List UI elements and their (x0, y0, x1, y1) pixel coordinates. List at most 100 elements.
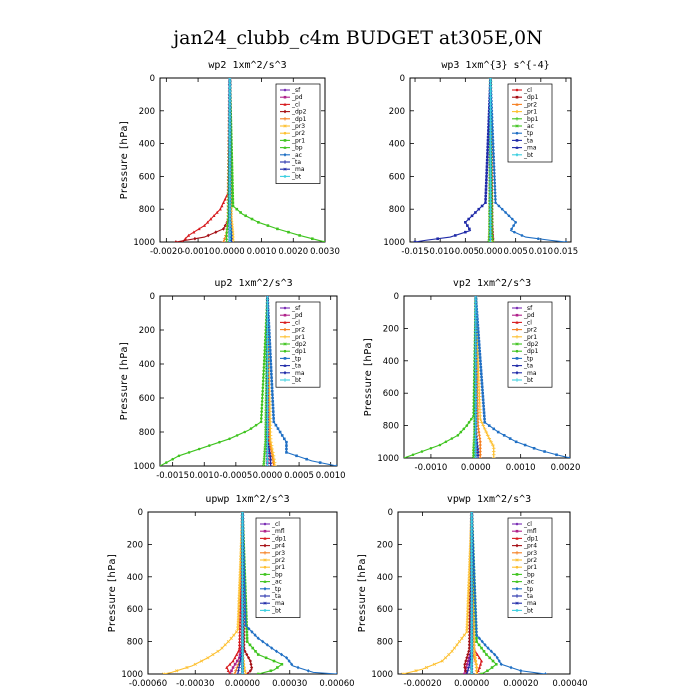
series-marker-bt (488, 79, 493, 84)
series-marker-bp (480, 672, 483, 674)
series-marker-mfl (465, 662, 469, 666)
series-marker-pr2 (432, 662, 436, 666)
series-marker-dp1 (411, 453, 415, 457)
series-marker-dp1 (249, 427, 253, 430)
legend-label: _tp (523, 355, 533, 362)
series-marker-pr2 (236, 623, 240, 627)
series-marker-tp (532, 446, 536, 450)
series-marker-bt (488, 174, 493, 179)
series-marker-tp (474, 607, 478, 612)
series-marker-tp (514, 440, 518, 444)
series-marker-bt (470, 620, 474, 624)
plot-frame (159, 295, 338, 467)
series-marker-bt (265, 345, 270, 349)
series-marker-tp (296, 665, 300, 670)
series-marker-bt (470, 512, 474, 514)
series-marker-dp1 (171, 457, 174, 461)
series-marker-tp (493, 171, 496, 175)
legend-label: _pr1 (291, 137, 305, 144)
series-marker-pr1 (477, 378, 481, 383)
series-marker-bt (228, 102, 232, 106)
series-marker-ta (467, 217, 470, 221)
series-marker-bp (269, 669, 273, 673)
series-marker-bt (265, 296, 270, 298)
series-marker-bt (488, 177, 493, 182)
series-marker-pr1 (230, 161, 234, 165)
legend-label: _ta (291, 159, 301, 166)
series-marker-pr1 (477, 384, 481, 389)
series-marker-bt (473, 303, 478, 308)
series-marker-tp (243, 600, 247, 605)
series-marker-pr1 (271, 450, 275, 455)
series-marker-pr4 (467, 636, 472, 641)
legend-marker (263, 543, 267, 548)
series-marker-cl (186, 233, 191, 237)
series-marker-bt (228, 152, 232, 155)
y-tick-label: 0 (138, 508, 143, 518)
series-marker-bt (228, 194, 232, 198)
series-marker-bt (488, 145, 493, 149)
x-tick-label: 0.0010 (316, 471, 346, 481)
series-marker-bt (470, 624, 474, 627)
x-tick-label: 0.0020 (551, 463, 581, 473)
series-marker-dp1 (444, 440, 448, 444)
series-marker-pr2 (414, 669, 418, 673)
series-marker-bt (470, 614, 474, 617)
series-marker-bt (228, 191, 232, 195)
legend-label: _bt (523, 152, 534, 159)
series-marker-pr1 (472, 640, 476, 643)
series-marker-bt (470, 591, 474, 595)
series-marker-bt (228, 93, 232, 96)
series-marker-dp1 (261, 379, 265, 383)
legend-marker (283, 124, 287, 128)
series-marker-bt (470, 656, 474, 660)
series-marker-tp (270, 376, 273, 379)
x-tick-label: 0.000 (478, 247, 502, 257)
series-marker-ta (485, 165, 489, 168)
series-marker-ta (484, 194, 488, 198)
series-marker-tp (265, 643, 269, 647)
series-marker-tp (285, 447, 288, 451)
series-marker-tp (243, 584, 247, 589)
series-marker-bt (488, 105, 493, 110)
legend-marker (283, 145, 287, 149)
series-marker-pr4 (467, 649, 471, 654)
series-marker-bt (470, 523, 474, 527)
series-marker-bt (488, 122, 493, 126)
panel-title: wp2 1xm^2/s^3 (208, 60, 286, 71)
series-marker-bt (228, 168, 232, 172)
series-marker-pr2 (450, 649, 454, 653)
series-marker-bt (488, 217, 493, 221)
series-marker-pr1 (477, 401, 482, 405)
series-marker-tp (269, 352, 272, 356)
series-marker-pr1 (478, 410, 482, 415)
legend-label: _sf (523, 305, 533, 312)
series-marker-bt (473, 394, 478, 399)
legend-marker (263, 536, 267, 540)
series-marker-bt (265, 372, 270, 377)
y-tick-label: 1000 (383, 238, 405, 248)
series-marker-tp (536, 237, 540, 241)
series-marker-pr1 (244, 672, 247, 674)
legend-label: _dp1 (291, 116, 307, 123)
series-marker-tp (478, 346, 481, 350)
legend-label: _tp (523, 586, 533, 593)
series-marker-bt (473, 371, 478, 376)
series-marker-bt (488, 151, 493, 156)
series-marker-bt (488, 95, 493, 100)
series-marker-pr4 (464, 668, 468, 673)
series-marker-tp (480, 375, 483, 379)
series-marker-bt (265, 331, 270, 336)
series-marker-tp (269, 362, 273, 366)
series-marker-dp1 (438, 443, 442, 447)
series-marker-pr1 (243, 666, 246, 669)
series-marker-bp (245, 633, 249, 637)
series-marker-bt (470, 653, 474, 656)
series-marker-pr2 (443, 656, 448, 660)
series-marker-bt (470, 572, 474, 575)
series-marker-bt (241, 656, 244, 660)
series-marker-ta (485, 175, 488, 178)
series-marker-bt (228, 135, 232, 139)
series-marker-tp (520, 234, 524, 237)
series-marker-dp2 (263, 444, 267, 448)
